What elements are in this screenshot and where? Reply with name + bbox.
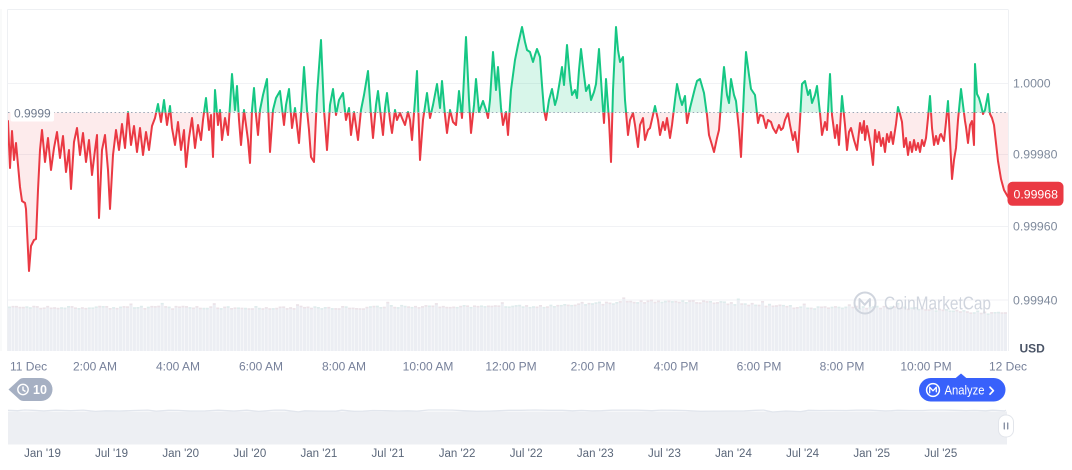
svg-text:2:00 PM: 2:00 PM [571, 360, 616, 374]
svg-text:12:00 PM: 12:00 PM [485, 360, 536, 374]
svg-text:Jan '25: Jan '25 [853, 448, 890, 460]
svg-text:Jan '22: Jan '22 [439, 448, 476, 460]
svg-text:Jan '20: Jan '20 [162, 448, 199, 460]
svg-text:11 Dec: 11 Dec [10, 360, 47, 374]
svg-text:0.99940: 0.99940 [1013, 294, 1058, 308]
svg-text:CoinMarketCap: CoinMarketCap [884, 293, 991, 314]
svg-text:8:00 AM: 8:00 AM [322, 360, 366, 374]
svg-text:Jan '21: Jan '21 [301, 448, 338, 460]
svg-text:Jul '24: Jul '24 [786, 448, 819, 460]
svg-text:Jul '25: Jul '25 [924, 448, 957, 460]
svg-text:Jan '23: Jan '23 [577, 448, 614, 460]
svg-text:Jul '21: Jul '21 [372, 448, 405, 460]
svg-text:6:00 PM: 6:00 PM [737, 360, 782, 374]
svg-text:8:00 PM: 8:00 PM [820, 360, 865, 374]
svg-text:1.0000: 1.0000 [1013, 77, 1051, 91]
svg-text:Jul '20: Jul '20 [233, 448, 266, 460]
svg-text:Jul '19: Jul '19 [95, 448, 128, 460]
svg-text:Analyze: Analyze [945, 383, 985, 398]
svg-text:USD: USD [1020, 341, 1046, 355]
svg-text:0.99960: 0.99960 [1013, 220, 1058, 234]
svg-text:10:00 PM: 10:00 PM [900, 360, 951, 374]
svg-text:10:00 AM: 10:00 AM [403, 360, 454, 374]
svg-text:2:00 AM: 2:00 AM [73, 360, 117, 374]
svg-text:4:00 PM: 4:00 PM [654, 360, 699, 374]
svg-text:10: 10 [33, 383, 47, 397]
svg-text:Jul '22: Jul '22 [510, 448, 543, 460]
svg-text:0.99980: 0.99980 [1013, 148, 1058, 162]
svg-text:0.99968: 0.99968 [1014, 187, 1059, 201]
svg-text:Jan '24: Jan '24 [715, 448, 752, 460]
svg-text:Jan '19: Jan '19 [24, 448, 61, 460]
svg-text:4:00 AM: 4:00 AM [156, 360, 200, 374]
svg-text:12 Dec: 12 Dec [989, 360, 1027, 374]
svg-text:0.9999: 0.9999 [14, 107, 51, 121]
svg-text:Jul '23: Jul '23 [648, 448, 681, 460]
svg-text:6:00 AM: 6:00 AM [239, 360, 283, 374]
